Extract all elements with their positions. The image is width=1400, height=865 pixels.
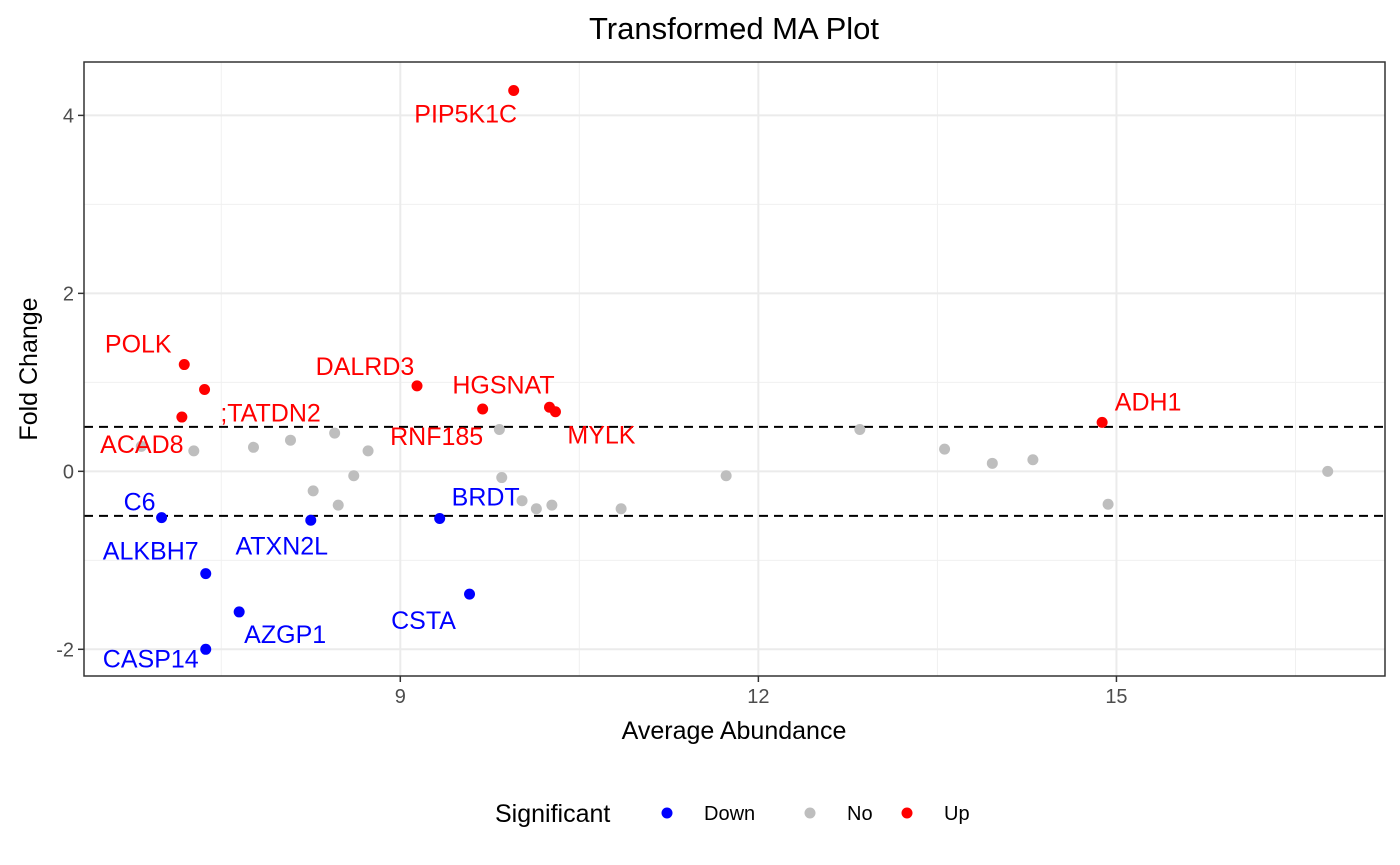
data-point-up	[1096, 416, 1108, 428]
legend-title: Significant	[495, 800, 610, 828]
data-point-no	[188, 445, 200, 457]
data-point-no	[1102, 498, 1114, 510]
data-point-no	[284, 434, 296, 446]
data-point-no	[939, 443, 951, 455]
point-label: CASP14	[103, 645, 199, 673]
data-point-down	[200, 568, 212, 580]
data-point-no	[530, 503, 542, 515]
point-label: PIP5K1C	[414, 100, 517, 128]
data-point-no	[546, 499, 558, 511]
data-point-up	[178, 359, 190, 371]
data-point-no	[362, 445, 374, 457]
y-axis-title: Fold Change	[15, 297, 43, 440]
point-label: ;TATDN2	[220, 399, 320, 427]
legend-label-down: Down	[704, 803, 755, 825]
x-axis-title: Average Abundance	[622, 717, 847, 745]
point-label: DALRD3	[316, 353, 415, 381]
plot-panel: C6 ALKBH7 AZGP1 CASP14 ATXN2L BRDT CSTA PIP5K1C…	[83, 61, 1386, 677]
point-label: RNF185	[390, 423, 483, 451]
chart-title: Transformed MA Plot	[589, 11, 879, 46]
data-point-no	[615, 503, 627, 515]
legend-key-down	[661, 807, 673, 819]
legend-label-up: Up	[944, 803, 970, 825]
data-point-no	[516, 495, 528, 507]
data-point-up	[199, 383, 211, 395]
point-label: POLK	[105, 331, 172, 359]
x-tick-label: 9	[395, 686, 406, 708]
data-point-up	[411, 380, 423, 392]
data-point-no	[332, 499, 344, 511]
data-point-up	[477, 403, 489, 415]
data-point-down	[200, 643, 212, 655]
data-point-no	[1027, 454, 1039, 466]
data-point-up	[176, 411, 188, 423]
legend: Significant Down No Up	[495, 800, 970, 828]
data-point-no	[496, 472, 508, 484]
data-point-no	[720, 470, 732, 482]
panel-background	[84, 62, 1385, 676]
data-point-no	[986, 457, 998, 469]
data-point-no	[307, 485, 319, 497]
point-label: ACAD8	[100, 431, 183, 459]
y-tick-label: -2	[56, 639, 74, 661]
data-point-no	[854, 424, 866, 436]
point-label: ADH1	[1115, 388, 1182, 416]
legend-label-no: No	[847, 803, 873, 825]
data-point-down	[434, 512, 446, 524]
point-label: MYLK	[567, 422, 635, 450]
y-tick-label: 0	[63, 461, 74, 483]
data-point-no	[329, 427, 341, 439]
data-point-down	[233, 606, 245, 618]
data-point-down	[464, 588, 476, 600]
data-point-no	[348, 470, 360, 482]
point-label: AZGP1	[244, 621, 326, 649]
point-label: ATXN2L	[235, 532, 328, 560]
data-point-no	[1322, 465, 1334, 477]
point-label: CSTA	[391, 607, 456, 635]
data-point-up	[549, 406, 561, 418]
point-label: C6	[124, 489, 156, 517]
y-tick-label: 4	[63, 105, 74, 127]
point-label: ALKBH7	[103, 538, 199, 566]
panel-border	[83, 61, 1386, 677]
x-tick-label: 15	[1105, 686, 1127, 708]
point-label: HGSNAT	[452, 371, 554, 399]
data-point-no	[247, 441, 259, 453]
legend-key-up	[901, 807, 913, 819]
y-tick-label: 2	[63, 283, 74, 305]
data-point-no	[493, 424, 505, 436]
data-point-down	[156, 512, 168, 524]
x-tick-label: 12	[747, 686, 769, 708]
data-point-down	[305, 514, 317, 526]
legend-key-no	[804, 807, 816, 819]
point-label: BRDT	[452, 483, 520, 511]
data-point-up	[508, 84, 520, 96]
data-point-no	[135, 440, 147, 452]
